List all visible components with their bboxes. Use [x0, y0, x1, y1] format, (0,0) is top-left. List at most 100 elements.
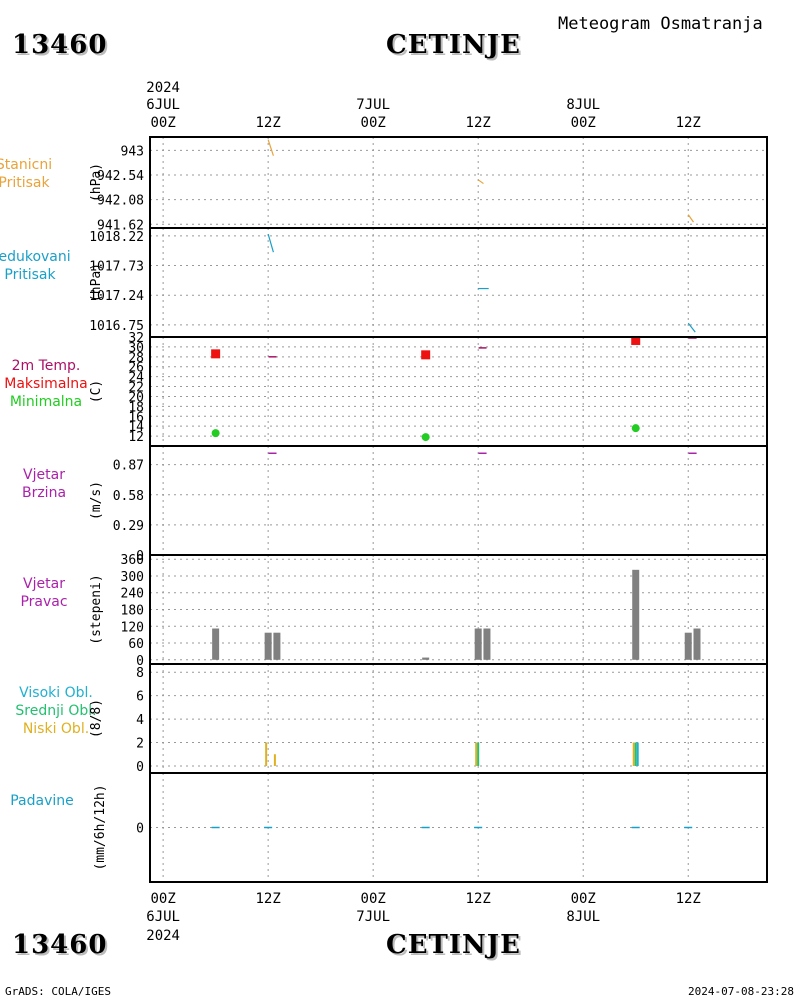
top-hour-label-5: 12Z	[676, 115, 701, 131]
wind-dir-bar-4	[474, 628, 482, 660]
panel-label-reduced-pressure: RedukovaniPritisak	[0, 249, 71, 283]
station-name-top: CETINJE	[386, 30, 521, 60]
ytick-p5-3: 180	[121, 604, 144, 619]
ylabel-p4: (m/s)	[89, 481, 104, 520]
bottom-hour-label-2: 00Z	[361, 891, 386, 907]
ytick-p4-1: 0.58	[113, 489, 144, 504]
bottom-hour-label-0: 00Z	[150, 891, 175, 907]
top-hour-label-4: 00Z	[571, 115, 596, 131]
wind-dir-bar-6	[632, 569, 640, 660]
ytick-p1-0: 943	[121, 144, 144, 159]
ytick-p6-3: 2	[136, 737, 144, 752]
wind-dir-bar-5	[483, 628, 491, 660]
ylabel-p2: (hPa)	[89, 263, 104, 302]
top-hour-label-3: 12Z	[466, 115, 491, 131]
tmax-point-0	[211, 349, 221, 359]
panel-label-wind-speed: Vjetar Brzina	[21, 467, 67, 501]
plot-frame	[149, 136, 768, 883]
ytick-p5-1: 300	[121, 570, 144, 585]
top-year-label: 2024	[146, 80, 180, 96]
ytick-p3-3: 26	[128, 361, 144, 376]
station-name-bottom: CETINJE	[386, 930, 521, 960]
ytick-p5-6: 0	[136, 654, 144, 669]
ytick-p3-4: 24	[128, 371, 144, 386]
ytick-p5-4: 120	[121, 620, 144, 635]
ytick-p6-0: 8	[136, 666, 144, 681]
ytick-p2-1: 1017.73	[89, 260, 144, 275]
tmax-point-2	[631, 335, 641, 345]
wind-dir-bar-3	[422, 657, 430, 660]
cloud-bar-0-0	[265, 742, 268, 766]
ytick-p6-2: 4	[136, 713, 144, 728]
panel-label-temperature: 2m Temp. Maksimalna Minimalna	[4, 358, 88, 410]
wind-dir-bar-8	[693, 628, 701, 660]
ytick-p1-2: 942.08	[97, 194, 144, 209]
ytick-p6-1: 6	[136, 690, 144, 705]
ytick-p5-2: 240	[121, 587, 144, 602]
ytick-p3-9: 14	[128, 420, 144, 435]
ytick-p3-6: 20	[128, 390, 144, 405]
top-hour-label-1: 12Z	[256, 115, 281, 131]
ytick-p4-2: 0.29	[113, 519, 144, 534]
footer-left: GrADS: COLA/IGES	[5, 985, 111, 998]
cloud-bar-1-0	[273, 754, 276, 766]
ytick-p3-8: 16	[128, 410, 144, 425]
product-title: Meteogram Osmatranja	[558, 14, 763, 34]
ytick-p3-7: 18	[128, 400, 144, 415]
cloud-bar-2-0	[475, 742, 478, 766]
panel-label-precip: Padavine	[10, 793, 74, 809]
footer-right: 2024-07-08-23:28	[688, 985, 794, 998]
panel-label-clouds: Visoki Obl. Srednji Obl. Niski Obl.	[15, 685, 97, 737]
wind-dir-bar-0	[212, 628, 220, 660]
pressure-segment-p1-1	[477, 179, 484, 185]
ylabel-p7: (mm/6h/12h)	[93, 784, 108, 870]
bottom-hour-label-5: 12Z	[676, 891, 701, 907]
ytick-p4-3: 0	[136, 549, 144, 564]
pressure-segment-p1-0	[267, 139, 274, 156]
ytick-p6-4: 0	[136, 760, 144, 775]
ytick-p5-5: 60	[128, 637, 144, 652]
pressure-segment-p2-0	[267, 233, 274, 253]
panel-label-station-pressure: Stanicni Pritisak	[0, 157, 53, 191]
top-day-label-0: 6JUL	[146, 97, 180, 113]
wind-dir-bar-7	[684, 632, 692, 660]
ylabel-p1: (hPa)	[89, 163, 104, 202]
bottom-day-label-0: 6JUL	[146, 909, 180, 925]
ylabel-p5: (stepeni)	[89, 574, 104, 644]
ytick-p2-0: 1018.22	[89, 230, 144, 245]
ytick-p5-0: 360	[121, 553, 144, 568]
ytick-p3-1: 30	[128, 341, 144, 356]
cloud-bar-3-0	[632, 742, 635, 766]
ytick-p3-0: 32	[128, 331, 144, 346]
top-hour-label-0: 00Z	[150, 115, 175, 131]
tmax-point-1	[421, 350, 431, 360]
cloud-bar-2-1	[477, 742, 480, 766]
station-id-bottom: 13460	[12, 930, 108, 960]
ytick-p3-5: 22	[128, 381, 144, 396]
cloud-bar-3-1	[634, 742, 637, 766]
wind-dir-bar-2	[273, 632, 281, 660]
bottom-hour-label-4: 00Z	[571, 891, 596, 907]
ytick-p1-1: 942.54	[97, 169, 144, 184]
ytick-p2-2: 1017.24	[89, 289, 144, 304]
bottom-day-label-2: 7JUL	[356, 909, 390, 925]
pressure-segment-p2-2	[687, 322, 696, 333]
top-day-label-2: 7JUL	[356, 97, 390, 113]
bottom-hour-label-3: 12Z	[466, 891, 491, 907]
cloud-bar-3-2	[636, 742, 639, 766]
wind-dir-bar-1	[264, 632, 272, 660]
bottom-hour-label-1: 12Z	[256, 891, 281, 907]
ytick-p7-0: 0	[136, 822, 144, 837]
top-hour-label-2: 00Z	[361, 115, 386, 131]
ytick-p2-3: 1016.75	[89, 319, 144, 334]
ytick-p3-10: 12	[128, 430, 144, 445]
ytick-p1-3: 941.62	[97, 218, 144, 233]
tmin-point-0	[211, 429, 220, 438]
ytick-p3-2: 28	[128, 351, 144, 366]
tmin-point-2	[631, 424, 640, 433]
ylabel-p6: (8/8)	[89, 699, 104, 738]
bottom-year-label: 2024	[146, 928, 180, 944]
ylabel-p3: (C)	[89, 380, 104, 403]
pressure-segment-p1-2	[687, 214, 694, 223]
ytick-p4-0: 0.87	[113, 459, 144, 474]
